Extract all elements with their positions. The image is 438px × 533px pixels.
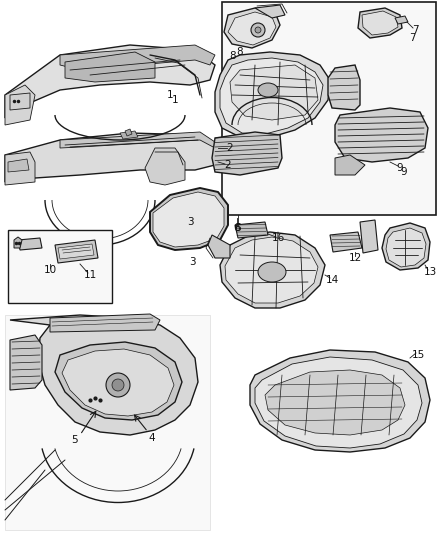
Polygon shape (215, 52, 330, 138)
Polygon shape (14, 237, 22, 248)
Text: 16: 16 (272, 233, 285, 243)
Polygon shape (5, 133, 218, 182)
Text: 4: 4 (148, 433, 155, 443)
Polygon shape (255, 5, 285, 18)
Ellipse shape (258, 83, 278, 97)
Polygon shape (328, 65, 360, 110)
Bar (8, 230, 112, 303)
Polygon shape (65, 52, 155, 82)
Text: 11: 11 (83, 270, 97, 280)
Polygon shape (10, 93, 30, 110)
Text: 13: 13 (424, 267, 437, 277)
Polygon shape (235, 222, 268, 238)
Polygon shape (5, 152, 35, 185)
Polygon shape (153, 192, 224, 247)
Text: 15: 15 (411, 350, 424, 360)
Text: 9: 9 (397, 163, 403, 173)
Text: 10: 10 (43, 265, 57, 275)
Polygon shape (10, 315, 198, 435)
Polygon shape (58, 244, 94, 259)
Text: 3: 3 (189, 257, 195, 267)
Polygon shape (220, 232, 325, 308)
Circle shape (255, 27, 261, 33)
Polygon shape (60, 45, 215, 70)
Text: 12: 12 (348, 253, 362, 263)
Text: 5: 5 (72, 435, 78, 445)
Polygon shape (382, 223, 430, 270)
Polygon shape (335, 108, 428, 162)
Polygon shape (395, 16, 408, 24)
Text: 1: 1 (167, 90, 173, 100)
Text: 7: 7 (412, 25, 418, 35)
Polygon shape (225, 237, 318, 303)
Polygon shape (330, 232, 362, 252)
Polygon shape (125, 129, 132, 136)
Polygon shape (255, 357, 422, 448)
Text: 7: 7 (409, 33, 415, 43)
Polygon shape (224, 8, 280, 48)
Text: 8: 8 (237, 47, 244, 57)
Polygon shape (145, 148, 185, 185)
Text: 1: 1 (172, 95, 178, 105)
Polygon shape (5, 45, 215, 118)
Polygon shape (18, 238, 42, 250)
Polygon shape (208, 235, 230, 258)
Ellipse shape (258, 262, 286, 282)
Polygon shape (212, 132, 282, 175)
Polygon shape (10, 335, 42, 390)
Polygon shape (358, 8, 402, 38)
Polygon shape (265, 370, 405, 435)
Polygon shape (360, 220, 378, 253)
Polygon shape (250, 350, 430, 452)
Text: 14: 14 (325, 275, 339, 285)
Text: 3: 3 (187, 217, 193, 227)
Polygon shape (5, 85, 35, 125)
Polygon shape (55, 342, 182, 420)
Text: 8: 8 (230, 51, 237, 61)
Polygon shape (386, 228, 426, 267)
Polygon shape (8, 159, 29, 172)
Polygon shape (60, 132, 215, 148)
Polygon shape (55, 240, 98, 263)
Polygon shape (5, 315, 210, 530)
Polygon shape (335, 155, 365, 175)
Circle shape (112, 379, 124, 391)
Text: 6: 6 (234, 223, 240, 233)
Polygon shape (228, 12, 276, 45)
Polygon shape (150, 188, 228, 250)
Text: 9: 9 (401, 167, 407, 177)
Polygon shape (362, 11, 398, 35)
Text: 6: 6 (235, 223, 241, 233)
Text: 2: 2 (227, 143, 233, 153)
Text: 2: 2 (225, 160, 231, 170)
Circle shape (251, 23, 265, 37)
Circle shape (106, 373, 130, 397)
Polygon shape (220, 58, 323, 134)
Polygon shape (230, 65, 318, 120)
Polygon shape (120, 131, 138, 139)
Polygon shape (62, 349, 174, 416)
Polygon shape (50, 314, 160, 332)
Bar (222, 2, 436, 215)
